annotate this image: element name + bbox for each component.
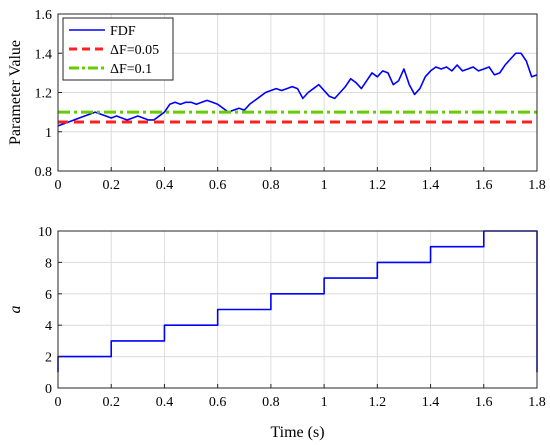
y-tick-label-top-2: 1.2 (35, 87, 53, 102)
series-line-bottom-0 (57, 230, 538, 373)
y-tick-label-bottom-1: 2 (45, 351, 52, 366)
x-tick-label-bottom-2: 0.4 (156, 395, 174, 410)
x-tick-label-top-1: 0.2 (102, 178, 120, 193)
y-tick-label-bottom-0: 0 (45, 382, 52, 397)
x-tick-label-bottom-0: 0 (55, 395, 62, 410)
y-tick-label-bottom-5: 10 (38, 225, 52, 240)
x-tick-label-top-2: 0.4 (156, 178, 174, 193)
y-axis-label-top: Parameter Value (7, 40, 24, 145)
x-tick-label-bottom-6: 1.2 (369, 395, 387, 410)
legend-label-2: ΔF=0.1 (110, 62, 152, 77)
legend: FDF ΔF=0.05 ΔF=0.1 (62, 17, 174, 81)
grid-bottom (57, 230, 538, 389)
x-tick-label-bottom-5: 1 (321, 395, 328, 410)
series-line-top-0 (57, 52, 538, 127)
y-tick-label-top-1: 1 (45, 126, 52, 141)
x-tick-label-top-6: 1.2 (369, 178, 387, 193)
x-tick-label-bottom-4: 0.8 (262, 395, 280, 410)
chart-a: 0 0.2 0.4 0.6 0.8 1 1.2 1.4 1.6 1.8 0 2 4 6 8 10 a Time… (7, 225, 546, 441)
y-tick-label-top-3: 1.4 (35, 47, 53, 62)
x-tick-label-top-5: 1 (321, 178, 328, 193)
x-tick-label-top-4: 0.8 (262, 178, 280, 193)
y-tick-label-bottom-3: 6 (45, 288, 52, 303)
x-tick-label-bottom-9: 1.8 (528, 395, 546, 410)
ticks-bottom: 0 0.2 0.4 0.6 0.8 1 1.2 1.4 1.6 1.8 0 2 4 6 8 10 (38, 225, 546, 410)
y-tick-label-bottom-4: 8 (45, 256, 52, 271)
x-tick-label-top-7: 1.4 (422, 178, 440, 193)
y-tick-label-top-0: 0.8 (35, 165, 53, 180)
x-tick-label-bottom-1: 0.2 (102, 395, 120, 410)
chart-parameter-value: 0 0.2 0.4 0.6 0.8 1 1.2 1.4 1.6 1.80.811.21.41.6 … (7, 8, 546, 193)
legend-label-0: FDF (110, 24, 136, 39)
x-tick-label-top-9: 1.8 (528, 178, 546, 193)
x-tick-label-bottom-3: 0.6 (209, 395, 227, 410)
y-tick-label-bottom-2: 4 (45, 319, 52, 334)
x-tick-label-top-8: 1.6 (475, 178, 493, 193)
legend-label-1: ΔF=0.05 (110, 43, 159, 58)
series-bottom (57, 230, 538, 373)
x-tick-label-bottom-8: 1.6 (475, 395, 493, 410)
y-axis-label-bottom: a (7, 306, 24, 314)
series-top (57, 52, 538, 127)
x-tick-label-top-0: 0 (55, 178, 62, 193)
x-axis-label-bottom: Time (s) (270, 424, 324, 441)
legend-box (62, 17, 174, 81)
x-tick-label-top-3: 0.6 (209, 178, 227, 193)
y-tick-label-top-4: 1.6 (35, 8, 53, 23)
x-tick-label-bottom-7: 1.4 (422, 395, 440, 410)
ticks-top: 0 0.2 0.4 0.6 0.8 1 1.2 1.4 1.6 1.8 0.8 1 1.2 1.4 1.6 (35, 8, 546, 193)
axes-box-bottom (57, 230, 538, 389)
